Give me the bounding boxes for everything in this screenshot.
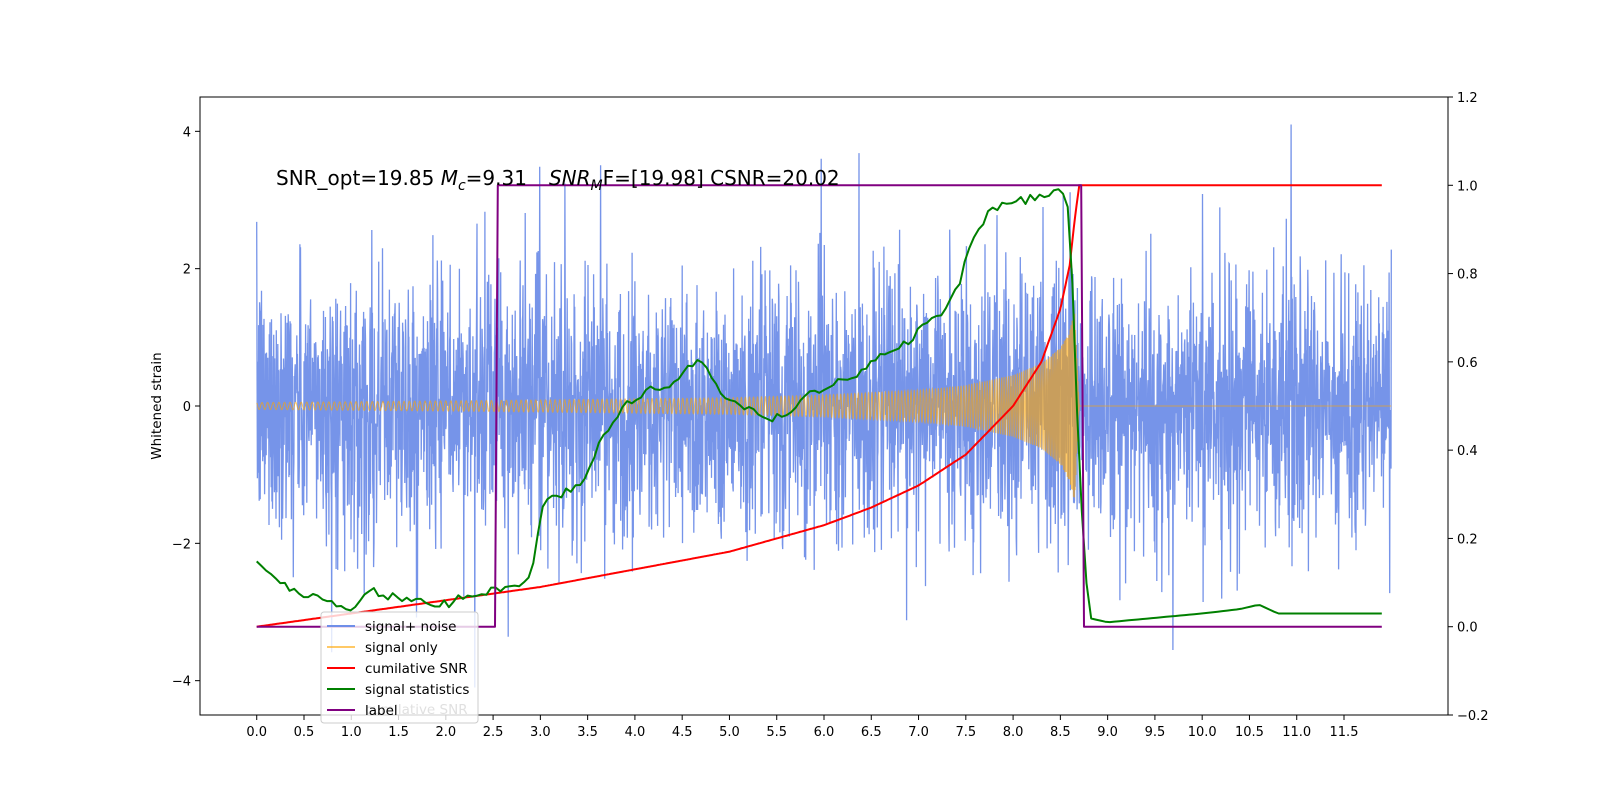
x-tick-label: 1.0 — [341, 725, 362, 740]
y-axis-left: 4 2 0 −2 −4 — [172, 125, 200, 690]
x-tick-label: 5.0 — [719, 725, 740, 740]
x-tick-label: 9.5 — [1145, 725, 1166, 740]
x-tick-label: 2.5 — [483, 725, 504, 740]
legend-label: label — [365, 703, 398, 719]
x-tick-label: 4.0 — [625, 725, 646, 740]
series-signal-plus-noise — [256, 124, 1392, 688]
x-tick-label: 3.0 — [530, 725, 551, 740]
y-right-tick-label: 0.4 — [1457, 444, 1478, 459]
x-tick-label: 3.5 — [577, 725, 598, 740]
x-tick-label: 4.5 — [672, 725, 693, 740]
y-right-tick-label: 0.8 — [1457, 268, 1478, 283]
x-tick-label: 0.0 — [246, 725, 267, 740]
legend-label: signal statistics — [365, 682, 469, 698]
y-left-tick-label: −2 — [172, 537, 191, 552]
x-tick-label: 8.5 — [1050, 725, 1071, 740]
x-tick-label: 0.5 — [294, 725, 315, 740]
legend-box — [320, 611, 479, 724]
x-tick-label: 8.0 — [1003, 725, 1024, 740]
y-right-tick-label: 0.0 — [1457, 621, 1478, 636]
x-tick-label: 11.5 — [1330, 725, 1359, 740]
x-tick-label: 2.0 — [435, 725, 456, 740]
y-axis-right: 1.2 1.0 0.8 0.6 0.4 0.2 0.0 −0.2 — [1448, 91, 1489, 724]
y-right-tick-label: −0.2 — [1457, 709, 1489, 724]
x-tick-label: 10.0 — [1188, 725, 1217, 740]
x-tick-label: 7.0 — [908, 725, 929, 740]
annotation-text: SNR_opt=19.85 Mc=9.31 SNRMF=[19.98] CSNR=… — [276, 166, 840, 194]
x-tick-label: 1.5 — [388, 725, 409, 740]
y-left-tick-label: 0 — [183, 400, 191, 415]
y-right-tick-label: 0.6 — [1457, 356, 1478, 371]
legend-ghost-label: cumilative SNR — [365, 702, 468, 718]
y-right-tick-label: 0.2 — [1457, 532, 1478, 547]
x-tick-label: 9.0 — [1097, 725, 1118, 740]
y-left-tick-label: −4 — [172, 675, 191, 690]
series-signal-only — [256, 313, 1392, 498]
x-tick-label: 10.5 — [1235, 725, 1264, 740]
x-tick-label: 7.5 — [955, 725, 976, 740]
x-tick-label: 11.0 — [1282, 725, 1311, 740]
y-right-tick-label: 1.2 — [1457, 91, 1478, 106]
legend-label: signal only — [365, 640, 438, 656]
x-tick-label: 5.5 — [766, 725, 787, 740]
y-left-tick-label: 2 — [183, 263, 191, 278]
series-cumulative-snr — [256, 184, 1382, 628]
y-left-tick-label: 4 — [183, 125, 191, 140]
x-axis: 0.0 0.5 1.0 1.5 2.0 2.5 3.0 3.5 4.0 4.5 5.0 5.5 6.0 6… — [246, 715, 1358, 740]
legend: cumilative SNR signal+ noise signal only cu… — [320, 611, 479, 724]
plot-area — [256, 124, 1392, 688]
legend-label: cumilative SNR — [365, 661, 468, 677]
x-tick-label: 6.0 — [814, 725, 835, 740]
y-axis-label: Whitened strain — [149, 352, 165, 459]
snr-annotation: SNR_opt=19.85 Mc=9.31 SNRMF=[19.98] CSNR=… — [276, 166, 840, 194]
y-right-tick-label: 1.0 — [1457, 179, 1478, 194]
series-signal-statistics — [256, 188, 1382, 624]
legend-label: signal+ noise — [365, 619, 456, 635]
x-tick-label: 6.5 — [861, 725, 882, 740]
